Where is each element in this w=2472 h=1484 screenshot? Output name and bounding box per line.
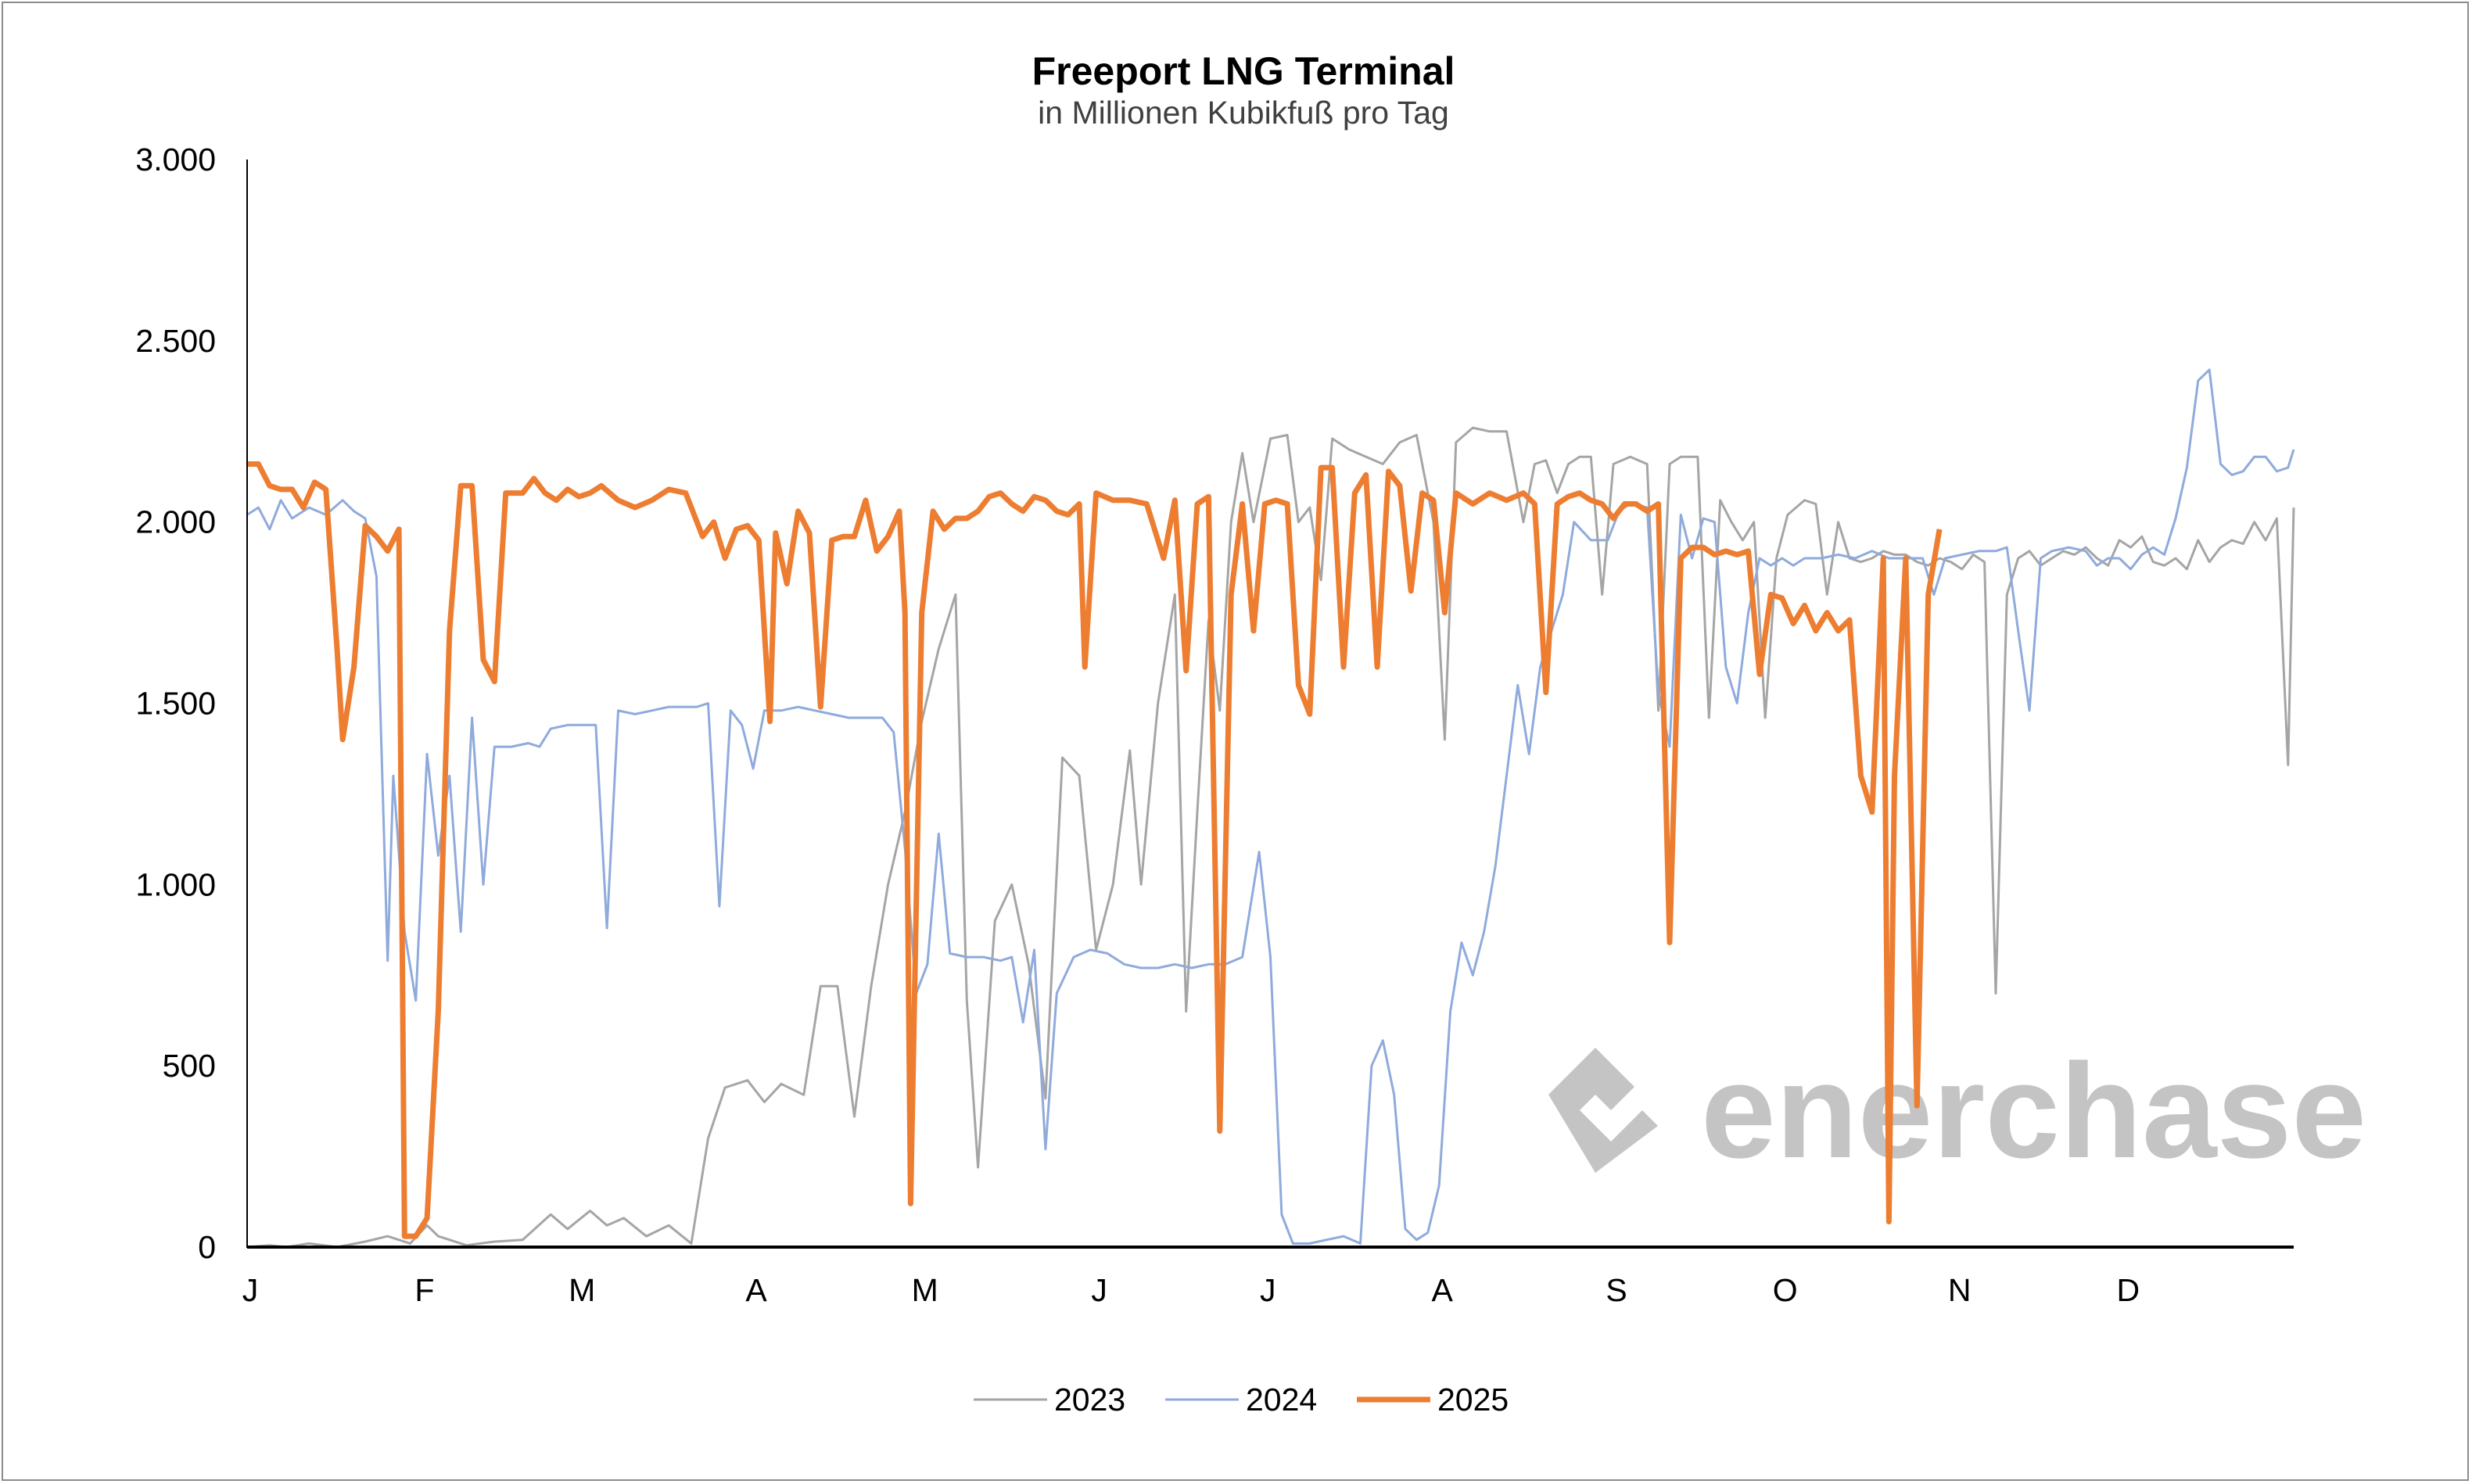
x-tick-label: D [2117,1272,2140,1308]
watermark-logo: enerchase [1548,1036,2366,1186]
y-tick-label: 0 [198,1229,216,1265]
legend-label-2023: 2023 [1054,1382,1125,1418]
series-line-2023 [246,426,2295,1249]
y-tick-label: 1.500 [135,686,216,722]
y-tick-label: 2.000 [135,504,216,540]
chart-subtitle: in Millionen Kubikfuß pro Tag [1038,95,1449,131]
x-tick-label: A [745,1272,767,1308]
y-axis-ticks: 0 500 1.000 1.500 2.000 2.500 3.000 [135,142,216,1265]
x-tick-label: O [1773,1272,1798,1308]
series-line-2025 [247,461,1943,1239]
chart-title: Freeport LNG Terminal [1032,49,1455,93]
legend: 2023 2024 2025 [974,1382,1509,1418]
legend-label-2024: 2024 [1246,1382,1317,1418]
y-tick-label: 1.000 [135,866,216,902]
x-tick-label: J [242,1272,259,1308]
x-tick-label: J [1260,1272,1276,1308]
series-line-2024 [246,368,2295,1245]
series-lines [246,368,2295,1249]
x-tick-label: M [569,1272,595,1308]
y-tick-label: 3.000 [135,142,216,177]
x-tick-label: S [1606,1272,1627,1308]
y-tick-label: 2.500 [135,323,216,359]
y-tick-label: 500 [163,1048,216,1084]
x-tick-label: M [912,1272,938,1308]
x-tick-label: N [1948,1272,1972,1308]
x-tick-label: J [1091,1272,1107,1308]
legend-label-2025: 2025 [1437,1382,1509,1418]
x-tick-label: F [414,1272,434,1308]
x-tick-label: A [1432,1272,1454,1308]
watermark-text: enerchase [1701,1036,2366,1186]
